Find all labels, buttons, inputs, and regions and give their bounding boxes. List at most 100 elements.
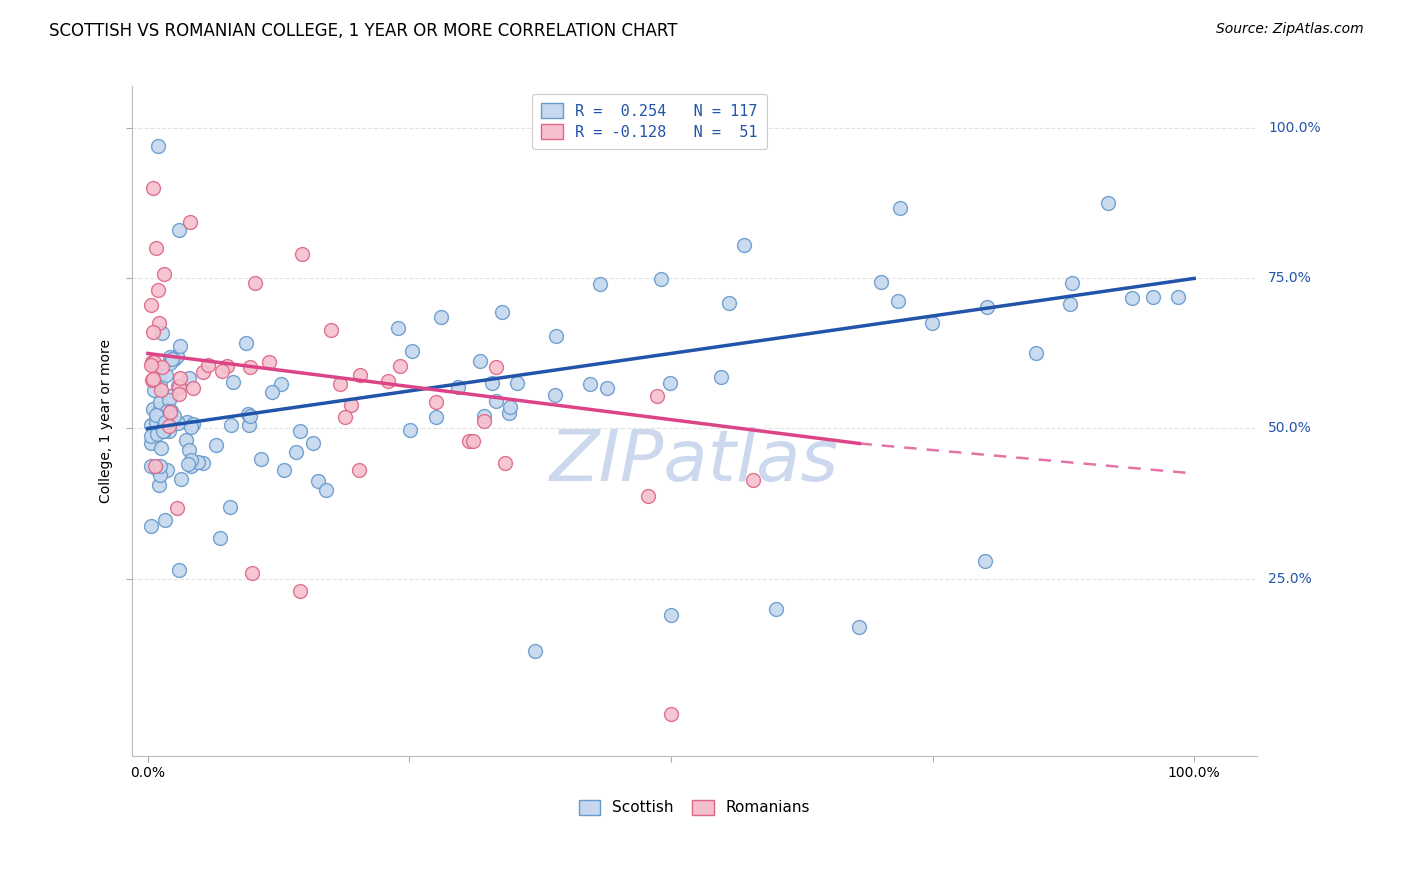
Point: [148, 139, 170, 153]
Point: [1167, 290, 1189, 304]
Point: [976, 300, 998, 314]
Point: [160, 404, 183, 418]
Point: [222, 376, 245, 390]
Point: [145, 415, 167, 429]
Point: [485, 394, 508, 409]
Point: [152, 425, 174, 439]
Point: [146, 426, 169, 441]
Point: [1059, 297, 1081, 311]
Y-axis label: College, 1 year or more: College, 1 year or more: [100, 339, 114, 503]
Point: [349, 368, 371, 383]
Point: [166, 349, 188, 363]
Point: [187, 455, 209, 469]
Point: [523, 643, 546, 657]
Point: [143, 383, 166, 397]
Point: [389, 359, 412, 373]
Point: [1142, 290, 1164, 304]
Point: [659, 607, 682, 622]
Point: [301, 436, 323, 450]
Text: Source: ZipAtlas.com: Source: ZipAtlas.com: [1216, 22, 1364, 37]
Point: [141, 374, 163, 388]
Point: [174, 433, 197, 447]
Point: [150, 326, 173, 341]
Point: [179, 215, 201, 229]
Point: [481, 376, 503, 390]
Point: [166, 416, 188, 430]
Point: [1121, 291, 1143, 305]
Point: [273, 463, 295, 477]
Point: [491, 305, 513, 319]
Point: [163, 409, 186, 424]
Point: [238, 417, 260, 432]
Point: [145, 241, 167, 255]
Point: [142, 181, 165, 195]
Legend: Scottish, Romanians: Scottish, Romanians: [572, 794, 817, 822]
Point: [307, 474, 329, 488]
Point: [148, 316, 170, 330]
Point: [180, 453, 202, 467]
Point: [149, 402, 172, 417]
Point: [718, 296, 741, 310]
Point: [291, 247, 314, 261]
Point: [315, 483, 337, 497]
Point: [288, 583, 311, 598]
Point: [1025, 345, 1047, 359]
Point: [650, 271, 672, 285]
Point: [160, 351, 183, 366]
Point: [889, 201, 911, 215]
Point: [544, 388, 567, 402]
Point: [425, 395, 447, 409]
Point: [163, 351, 186, 366]
Text: 0.0%: 0.0%: [131, 765, 166, 780]
Point: [869, 275, 891, 289]
Point: [461, 434, 484, 448]
Point: [485, 359, 508, 374]
Point: [377, 374, 399, 388]
Point: [153, 267, 176, 281]
Point: [347, 463, 370, 477]
Point: [142, 401, 165, 416]
Text: 100.0%: 100.0%: [1268, 121, 1320, 136]
Point: [710, 370, 733, 384]
Point: [191, 365, 214, 379]
Point: [250, 452, 273, 467]
Point: [139, 418, 162, 433]
Point: [284, 445, 307, 459]
Point: [142, 371, 165, 385]
Point: [167, 563, 190, 577]
Point: [145, 414, 167, 428]
Point: [183, 381, 205, 395]
Point: [472, 414, 495, 428]
Point: [176, 415, 198, 429]
Point: [159, 390, 181, 404]
Point: [205, 438, 228, 452]
Point: [236, 407, 259, 421]
Point: [141, 519, 163, 533]
Point: [157, 419, 180, 434]
Point: [215, 359, 238, 373]
Point: [141, 355, 163, 369]
Point: [157, 393, 180, 408]
Point: [159, 356, 181, 370]
Text: 100.0%: 100.0%: [1168, 765, 1220, 780]
Point: [155, 368, 177, 382]
Point: [149, 409, 172, 424]
Point: [578, 376, 600, 391]
Point: [143, 354, 166, 368]
Point: [153, 513, 176, 527]
Point: [647, 388, 669, 402]
Point: [742, 473, 765, 487]
Point: [659, 706, 682, 721]
Point: [401, 343, 423, 358]
Point: [148, 284, 170, 298]
Point: [169, 472, 191, 486]
Point: [257, 355, 280, 369]
Text: 50.0%: 50.0%: [1268, 421, 1312, 435]
Point: [211, 364, 233, 378]
Point: [149, 395, 172, 409]
Point: [239, 409, 262, 423]
Point: [430, 310, 453, 325]
Point: [149, 383, 172, 397]
Point: [425, 410, 447, 425]
Point: [921, 316, 943, 330]
